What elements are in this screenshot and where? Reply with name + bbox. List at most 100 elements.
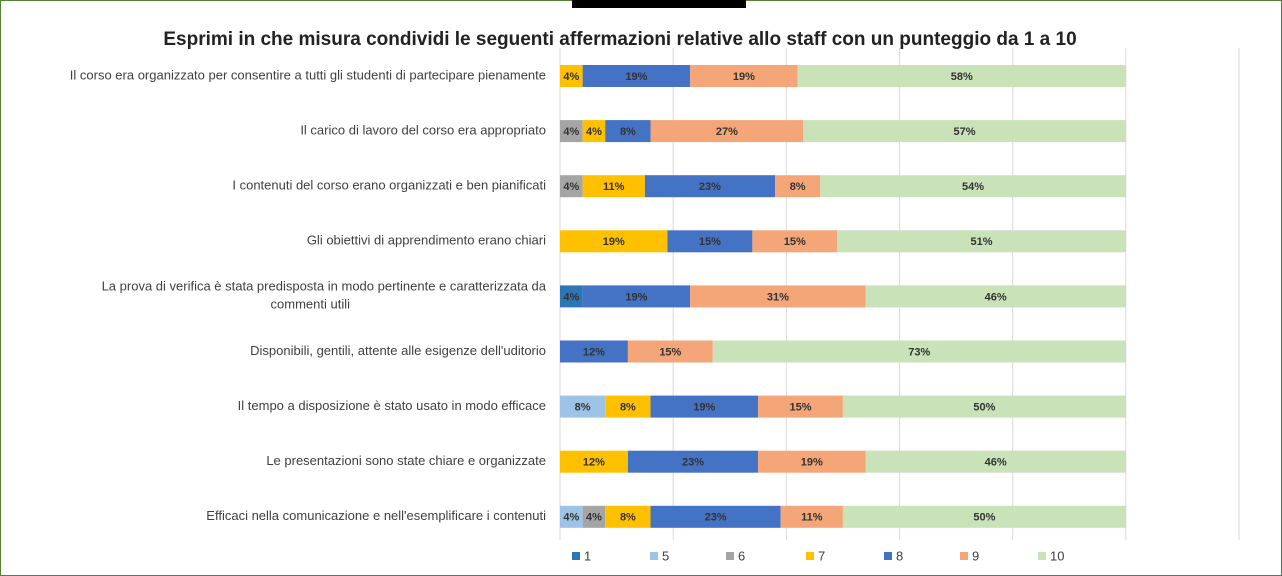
category-label: Gli obiettivi di apprendimento erano chi… (307, 233, 546, 248)
value-label: 19% (733, 71, 755, 83)
value-label: 46% (985, 457, 1007, 469)
category-label: I contenuti del corso erano organizzati … (232, 178, 546, 193)
value-label: 11% (801, 512, 823, 524)
bar-segment (627, 340, 713, 363)
bar-segment (644, 175, 776, 198)
bar-segment (650, 120, 804, 143)
legend-label: 7 (818, 548, 825, 563)
bar-segment (842, 395, 1126, 418)
value-label: 12% (583, 346, 605, 358)
bar-segment (842, 505, 1126, 528)
value-label: 4% (563, 181, 579, 193)
bar-segment (582, 120, 606, 143)
category-label: La prova di verifica è stata predisposta… (102, 279, 547, 312)
legend-swatch (572, 552, 580, 560)
value-label: 54% (962, 181, 984, 193)
bar-segment (560, 230, 668, 253)
bar-segment (560, 505, 583, 528)
value-label: 73% (908, 346, 930, 358)
bar-segment (605, 120, 651, 143)
value-label: 15% (789, 402, 811, 414)
bar-segment (605, 395, 651, 418)
category-label: Le presentazioni sono state chiare e org… (266, 453, 546, 468)
bar-segment (803, 120, 1126, 143)
value-label: 51% (971, 236, 993, 248)
bar-segment (560, 395, 606, 418)
bar-segment (690, 285, 866, 308)
value-label: 4% (563, 291, 579, 303)
value-label: 4% (563, 512, 579, 524)
bar-segment (560, 450, 628, 473)
bar-segment (775, 175, 821, 198)
bar-segment (837, 230, 1126, 253)
bar-segment (820, 175, 1126, 198)
category-label: Disponibili, gentili, attente alle esige… (250, 343, 546, 358)
legend-label: 8 (896, 548, 903, 563)
bar-segment (758, 450, 866, 473)
value-label: 11% (603, 181, 625, 193)
bar-segment (582, 285, 691, 308)
bar-segment (667, 230, 753, 253)
top-bar (572, 0, 746, 8)
value-label: 58% (951, 71, 973, 83)
legend-swatch (806, 552, 814, 560)
value-label: 4% (586, 512, 602, 524)
value-label: 19% (801, 457, 823, 469)
bar-segment (560, 120, 583, 143)
legend-swatch (726, 552, 734, 560)
bar-segment (865, 450, 1126, 473)
value-label: 4% (563, 71, 579, 83)
value-label: 46% (985, 291, 1007, 303)
legend-label: 6 (738, 548, 745, 563)
bar-segment (690, 65, 798, 87)
legend-swatch (650, 552, 658, 560)
category-label-line: commenti utili (271, 297, 351, 312)
legend-swatch (884, 552, 892, 560)
value-label: 15% (784, 236, 806, 248)
category-label: Il tempo a disposizione è stato usato in… (238, 398, 546, 413)
value-label: 50% (973, 402, 995, 414)
bar-segment (650, 505, 781, 528)
bar-segment (712, 340, 1126, 363)
bar-segment (605, 505, 651, 528)
category-label: Il carico di lavoro del corso era approp… (300, 123, 546, 138)
legend-label: 5 (662, 548, 669, 563)
value-label: 57% (954, 126, 976, 138)
bar-segment (780, 505, 843, 528)
bar-segment (627, 450, 759, 473)
value-label: 23% (699, 181, 721, 193)
value-label: 19% (693, 402, 715, 414)
legend-swatch (960, 552, 968, 560)
bar-segment (560, 340, 628, 363)
value-label: 27% (716, 126, 738, 138)
bar-segment (582, 505, 606, 528)
value-label: 50% (973, 512, 995, 524)
value-label: 8% (620, 512, 636, 524)
bar-segment (560, 175, 583, 198)
value-label: 4% (586, 126, 602, 138)
value-label: 19% (603, 236, 625, 248)
value-label: 19% (625, 291, 647, 303)
category-label: Il corso era organizzato per consentire … (70, 67, 546, 82)
legend-label: 1 (584, 548, 591, 563)
bar-segment (758, 395, 843, 418)
bar-segment (582, 175, 645, 198)
bar-segment (560, 65, 583, 87)
value-label: 23% (682, 457, 704, 469)
legend-label: 9 (972, 548, 979, 563)
bar-segment (865, 285, 1126, 308)
legend-label: 10 (1050, 548, 1064, 563)
value-label: 23% (705, 512, 727, 524)
category-label: Efficaci nella comunicazione e nell'esem… (206, 508, 546, 523)
value-label: 31% (767, 291, 789, 303)
legend-swatch (1038, 552, 1046, 560)
chart-title: Esprimi in che misura condividi le segue… (163, 29, 1076, 50)
bar-segment (582, 65, 691, 87)
value-label: 8% (790, 181, 806, 193)
value-label: 8% (620, 402, 636, 414)
value-label: 4% (563, 126, 579, 138)
value-label: 12% (583, 457, 605, 469)
bar-segment (560, 285, 583, 308)
